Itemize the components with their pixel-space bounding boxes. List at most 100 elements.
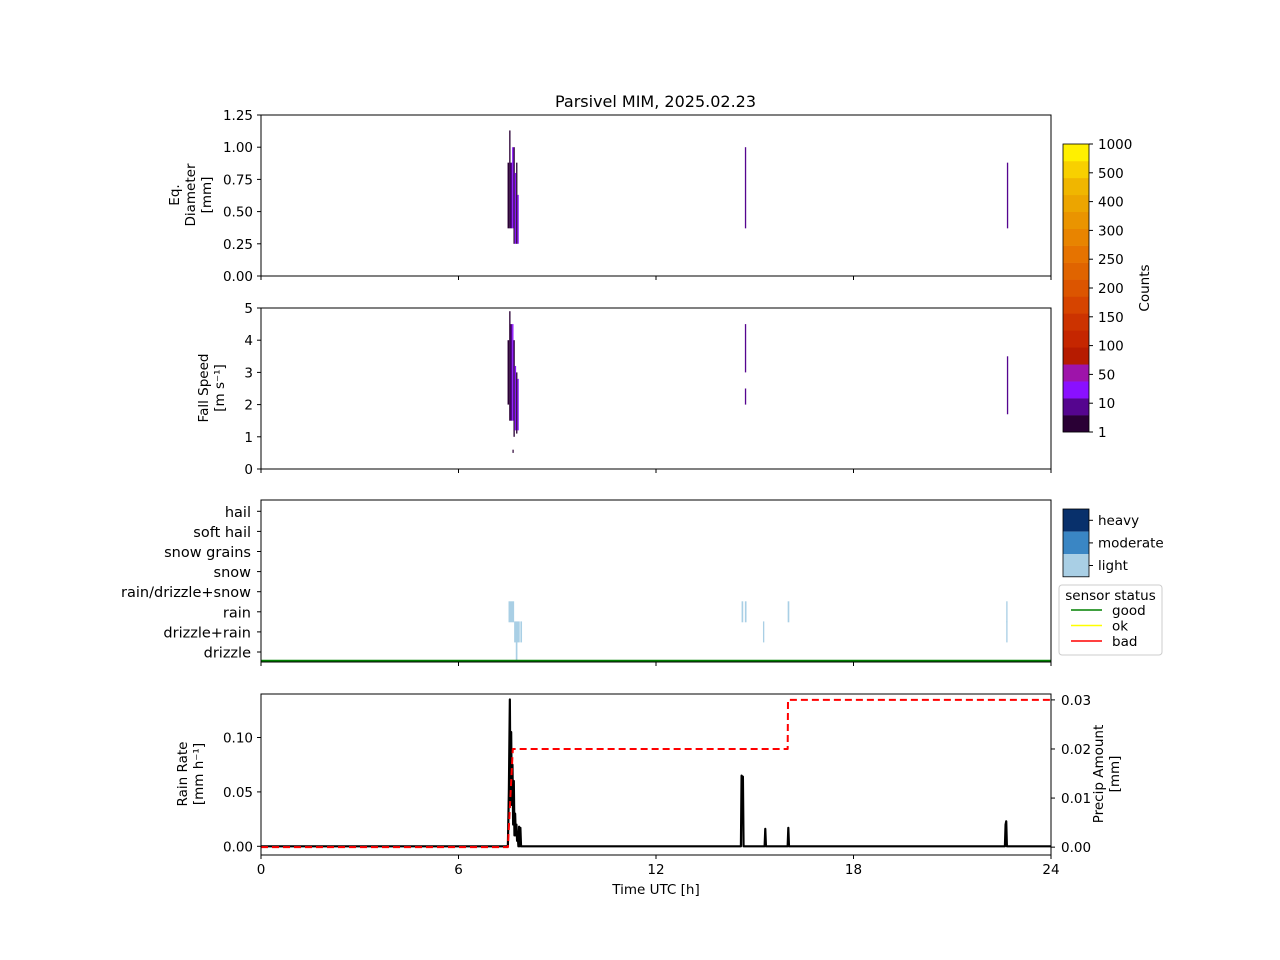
intensity-legend: heavy moderate light — [1062, 508, 1164, 578]
heatmap-cell — [516, 162, 518, 244]
y-tick-label: 0.05 — [223, 785, 253, 801]
colorbar-block — [1063, 279, 1089, 297]
diameter-axes-frame — [260, 114, 1052, 277]
y-tick-label: 0.00 — [223, 269, 253, 285]
colorbar-tick-label: 50 — [1098, 367, 1115, 383]
colorbar-block — [1063, 228, 1089, 246]
rain-rate-line — [261, 698, 1051, 848]
precip-amount-y-axis-label: Precip Amount [mm] — [1091, 725, 1123, 824]
heatmap-cell — [513, 147, 515, 244]
rain-rate-y-label-line: [mm h⁻¹] — [191, 743, 207, 805]
colorbar-color-blocks — [1063, 144, 1089, 433]
y-tick-label: 0.00 — [223, 839, 253, 855]
intensity-label: moderate — [1098, 536, 1164, 552]
heatmap-cell — [517, 194, 519, 244]
y-tick-label: 0.25 — [223, 237, 253, 253]
precip-type-axes-frame — [260, 499, 1052, 663]
y-tick-label: 1.25 — [223, 108, 253, 124]
precip-type-cell — [741, 601, 744, 623]
category-tick-label: snow grains — [164, 545, 251, 561]
x-tick-label: 18 — [845, 862, 862, 878]
precip-type-panel: drizzle drizzle+rain rain rain/drizzle+snow… — [121, 499, 1052, 666]
colorbar-block — [1063, 262, 1089, 280]
heatmap-cell — [512, 147, 514, 229]
heatmap-cell — [514, 172, 517, 244]
precip-type-x-ticks — [260, 662, 1052, 666]
intensity-swatch — [1063, 531, 1089, 555]
diameter-y-ticks: 0.00 0.25 0.50 0.75 1.00 1.25 — [223, 108, 261, 285]
precip-amount-y-ticks: 0.00 0.01 0.02 0.03 — [1051, 693, 1091, 856]
rain-rate-y-ticks: 0.00 0.05 0.10 — [223, 731, 261, 855]
precip-type-cell — [744, 601, 747, 623]
diameter-y-label-line: Diameter — [183, 163, 199, 226]
heatmap-cell — [514, 365, 517, 431]
y2-tick-label: 0.03 — [1061, 693, 1091, 709]
colorbar-block — [1063, 245, 1089, 263]
rain-rate-series — [261, 698, 1051, 849]
intensity-swatch — [1063, 554, 1089, 577]
colorbar-block — [1063, 194, 1089, 213]
colorbar-tick-label: 100 — [1098, 339, 1124, 355]
heatmap-cell — [510, 324, 513, 421]
status-legend-label: ok — [1112, 619, 1128, 635]
diameter-heatmap-cells — [507, 130, 1009, 244]
time-x-ticks: 0 6 12 18 24 — [257, 855, 1060, 878]
status-legend-box — [1058, 584, 1163, 656]
y2-tick-label: 0.00 — [1061, 840, 1091, 856]
precip-amount-y-label-line: Precip Amount — [1091, 725, 1107, 824]
precip-type-category-ticks: drizzle drizzle+rain rain rain/drizzle+snow… — [121, 505, 261, 662]
y-tick-label: 1 — [244, 430, 253, 446]
colorbar-tick-label: 1 — [1098, 425, 1107, 441]
status-legend-title: sensor status — [1065, 588, 1156, 604]
x-tick-label: 24 — [1042, 862, 1059, 878]
rain-rate-axes-frame — [260, 693, 1052, 856]
colorbar-block — [1063, 415, 1089, 433]
colorbar-tick-label: 1000 — [1098, 137, 1132, 153]
colorbar-tick-label: 400 — [1098, 195, 1124, 211]
colorbar-block — [1063, 381, 1089, 399]
status-legend-label: good — [1112, 603, 1146, 619]
y-tick-label: 0.75 — [223, 172, 253, 188]
heatmap-cell — [509, 130, 511, 229]
intensity-legend-frame — [1062, 508, 1090, 578]
category-tick-label: rain — [223, 605, 251, 621]
heatmap-cell — [744, 388, 747, 405]
intensity-label: heavy — [1098, 513, 1139, 529]
fall-speed-heatmap-cells — [507, 311, 1009, 453]
y-tick-label: 0 — [244, 462, 253, 478]
precip-amount-y-label-line: [mm] — [1107, 756, 1123, 793]
colorbar-tick-label: 250 — [1098, 252, 1124, 268]
heatmap-cell — [1006, 162, 1009, 229]
heatmap-cell — [744, 324, 747, 373]
colorbar-block — [1063, 211, 1089, 230]
fall-speed-x-ticks — [260, 469, 1052, 473]
colorbar-tick-label: 10 — [1098, 396, 1115, 412]
heatmap-cell — [513, 340, 515, 437]
colorbar-block — [1063, 364, 1089, 382]
diameter-panel: 0.00 0.25 0.50 0.75 1.00 1.25 Eq. Diameter [mm] — [167, 108, 1052, 285]
colorbar-block — [1063, 398, 1089, 416]
diameter-y-axis-label: Eq. Diameter [mm] — [167, 163, 215, 226]
fall-speed-panel: 0 1 2 3 4 5 Fall Speed [m s⁻¹] — [196, 301, 1052, 478]
precip-amount-line — [261, 698, 1051, 849]
y2-tick-label: 0.01 — [1061, 791, 1091, 807]
rain-rate-panel: 0.00 0.05 0.10 0.00 0.01 0.02 0.03 0 6 12 18 24 R… — [175, 693, 1123, 898]
fall-speed-y-label-line: [m s⁻¹] — [212, 364, 228, 412]
heatmap-cell — [512, 449, 514, 453]
heatmap-cell — [507, 162, 510, 229]
colorbar-ticks: 1 10 50 100 150 200 250 300 400 500 1000 — [1089, 137, 1132, 441]
intensity-swatch — [1063, 509, 1089, 532]
precip-type-cell — [515, 641, 518, 663]
y-tick-label: 5 — [244, 301, 253, 317]
category-tick-label: drizzle+rain — [163, 625, 251, 641]
colorbar-tick-label: 200 — [1098, 281, 1124, 297]
y-tick-label: 1.00 — [223, 140, 253, 156]
x-tick-label: 0 — [257, 862, 266, 878]
colorbar-block — [1063, 160, 1089, 179]
colorbar-label: Counts — [1137, 264, 1153, 311]
diameter-y-label-line: [mm] — [199, 177, 215, 214]
y2-tick-label: 0.02 — [1061, 742, 1091, 758]
heatmap-cell — [1006, 356, 1009, 415]
colorbar-block — [1063, 296, 1089, 314]
